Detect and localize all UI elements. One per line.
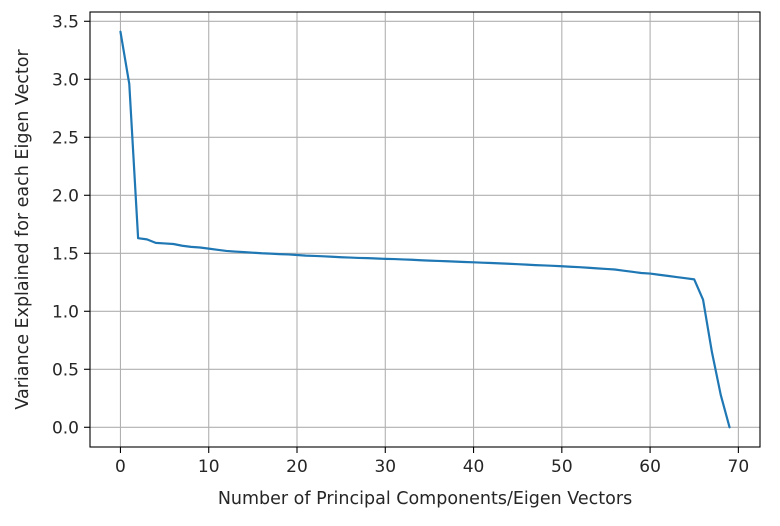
y-tick-label: 3.5 <box>52 12 79 32</box>
x-tick-label: 10 <box>198 457 220 477</box>
y-axis-label: Variance Explained for each Eigen Vector <box>13 49 33 410</box>
plot-frame <box>89 11 761 448</box>
x-axis-label: Number of Principal Components/Eigen Vec… <box>218 489 632 509</box>
series-line <box>119 30 731 429</box>
y-tick-label: 1.5 <box>52 244 79 264</box>
x-tick-label: 60 <box>639 457 661 477</box>
grid-lines <box>90 12 760 447</box>
y-tick-label: 2.0 <box>52 186 79 206</box>
x-tick-label: 20 <box>286 457 308 477</box>
x-tick-label: 70 <box>728 457 750 477</box>
x-tick-label: 0 <box>115 457 126 477</box>
y-tick-label: 0.5 <box>52 360 79 380</box>
x-axis-ticks: 0 10 20 30 40 50 60 70 <box>115 447 749 477</box>
x-tick-label: 30 <box>374 457 396 477</box>
y-tick-label: 3.0 <box>52 70 79 90</box>
y-tick-label: 1.0 <box>52 302 79 322</box>
y-tick-label: 0.0 <box>52 418 79 438</box>
x-tick-label: 40 <box>463 457 485 477</box>
y-axis-ticks: 0.0 0.5 1.0 1.5 2.0 2.5 3.0 3.5 <box>52 12 90 438</box>
x-tick-label: 50 <box>551 457 573 477</box>
y-tick-label: 2.5 <box>52 128 79 148</box>
